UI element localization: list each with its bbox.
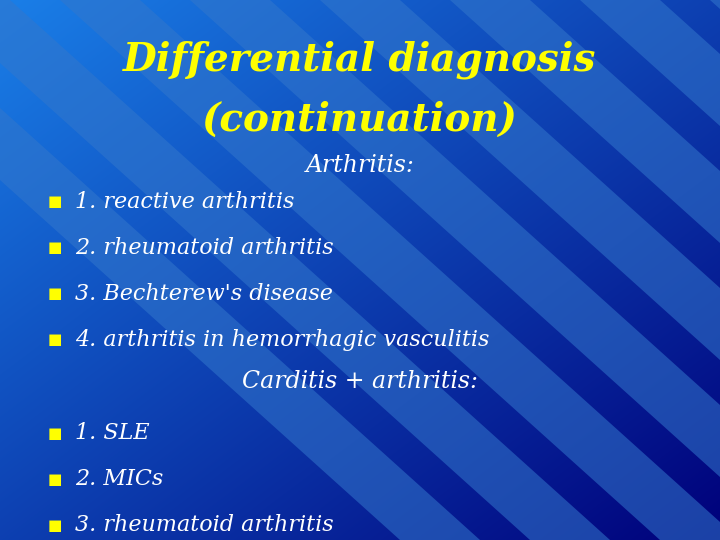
Text: 1. reactive arthritis: 1. reactive arthritis (75, 191, 294, 213)
Text: Carditis + arthritis:: Carditis + arthritis: (242, 369, 478, 393)
Text: ■: ■ (48, 471, 62, 487)
Polygon shape (0, 0, 480, 540)
Text: 4. arthritis in hemorrhagic vasculitis: 4. arthritis in hemorrhagic vasculitis (75, 329, 490, 351)
Text: (continuation): (continuation) (202, 101, 518, 139)
Text: 2. rheumatoid arthritis: 2. rheumatoid arthritis (75, 237, 333, 259)
Polygon shape (710, 0, 720, 540)
Text: ■: ■ (48, 240, 62, 255)
Polygon shape (190, 0, 720, 540)
Text: 3. Bechterew's disease: 3. Bechterew's disease (75, 283, 333, 305)
Text: ■: ■ (48, 194, 62, 210)
Polygon shape (320, 0, 720, 540)
Polygon shape (580, 0, 720, 540)
Text: Arthritis:: Arthritis: (305, 153, 415, 177)
Text: ■: ■ (48, 333, 62, 348)
Polygon shape (60, 0, 720, 540)
Text: 1. SLE: 1. SLE (75, 422, 150, 444)
Polygon shape (450, 0, 720, 540)
Text: ■: ■ (48, 426, 62, 441)
Text: 2. MICs: 2. MICs (75, 468, 163, 490)
Text: Differential diagnosis: Differential diagnosis (123, 40, 597, 79)
Text: ■: ■ (48, 517, 62, 532)
Polygon shape (0, 0, 610, 540)
Text: ■: ■ (48, 287, 62, 301)
Text: 3. rheumatoid arthritis: 3. rheumatoid arthritis (75, 514, 333, 536)
